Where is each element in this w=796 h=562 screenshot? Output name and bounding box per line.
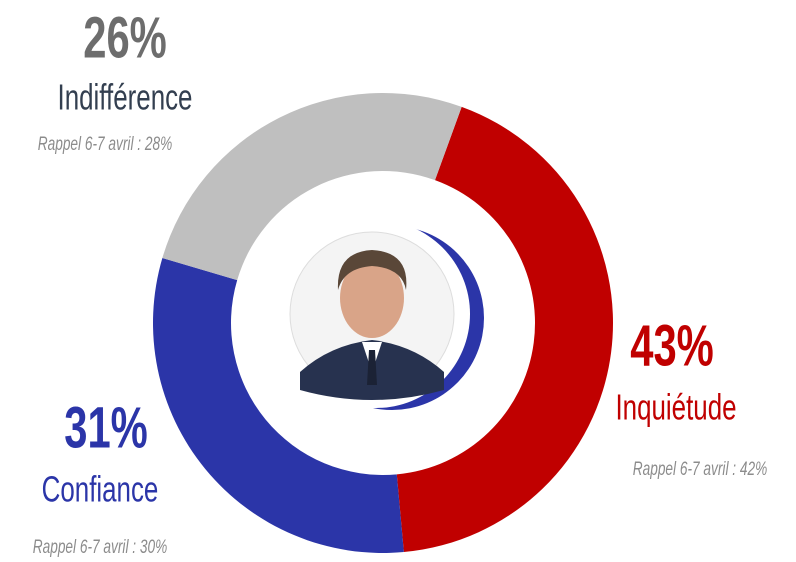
label-group: Indifférence: [58, 77, 193, 117]
portrait: [282, 220, 484, 410]
donut-segment: [162, 92, 462, 281]
label-group: Rappel 6-7 avril : 28%: [38, 133, 173, 155]
recall-label: Rappel 6-7 avril : 42%: [633, 458, 768, 480]
category-label: Confiance: [42, 469, 159, 509]
label-group: Inquiétude: [615, 387, 736, 427]
portrait-face: [340, 258, 404, 338]
label-group: Rappel 6-7 avril : 42%: [633, 458, 768, 480]
label-group: Rappel 6-7 avril : 30%: [33, 536, 168, 558]
donut-segment: [396, 106, 613, 553]
donut: [153, 92, 613, 553]
label-group: Confiance: [42, 469, 159, 509]
label-group: 43%: [630, 313, 714, 378]
label-group: 31%: [64, 395, 148, 460]
value-label: 43%: [630, 313, 714, 378]
label-group: 26%: [83, 5, 167, 70]
category-label: Inquiétude: [615, 387, 736, 427]
labels: 43% Inquiétude Rappel 6-7 avril : 42% 31% Co…: [33, 5, 768, 558]
value-label: 31%: [64, 395, 148, 460]
category-label: Indifférence: [58, 77, 193, 117]
donut-segment: [153, 258, 404, 553]
value-label: 26%: [83, 5, 167, 70]
recall-label: Rappel 6-7 avril : 28%: [38, 133, 173, 155]
portrait-tie: [367, 350, 377, 385]
portrait-hair: [337, 250, 407, 290]
recall-label: Rappel 6-7 avril : 30%: [33, 536, 168, 558]
